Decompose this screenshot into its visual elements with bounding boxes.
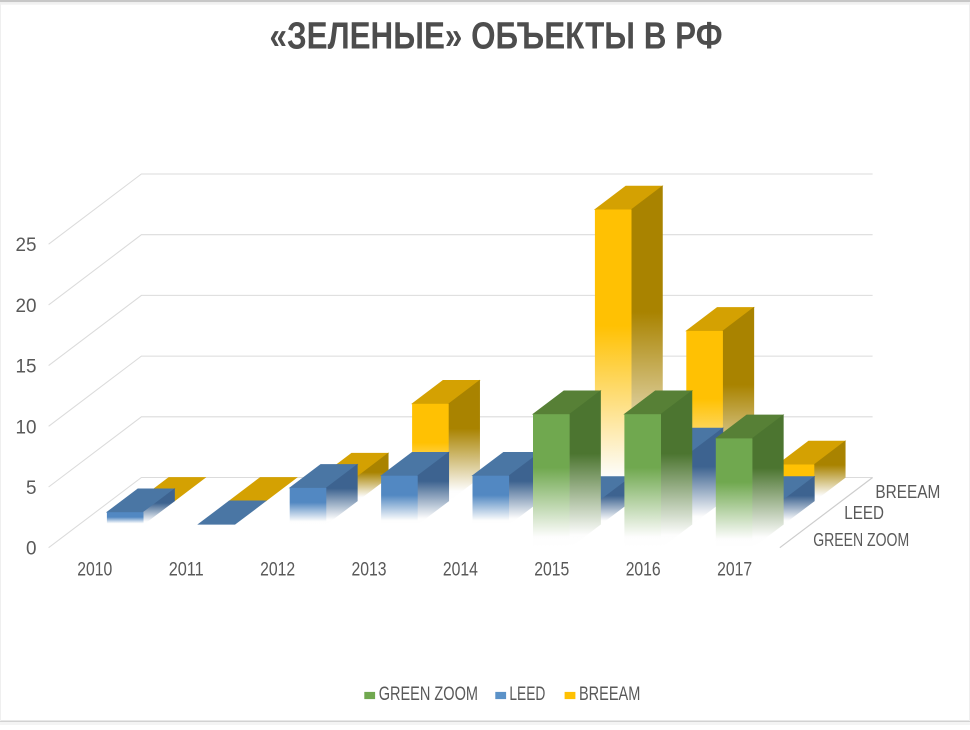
svg-text:2011: 2011 — [169, 560, 204, 581]
svg-text:LEED: LEED — [509, 683, 545, 705]
svg-text:15: 15 — [16, 357, 37, 378]
svg-text:GREEN ZOOM: GREEN ZOOM — [379, 683, 478, 705]
svg-text:BREEAM: BREEAM — [579, 683, 640, 705]
svg-text:«ЗЕЛЕНЫЕ» ОБЪЕКТЫ В РФ: «ЗЕЛЕНЫЕ» ОБЪЕКТЫ В РФ — [270, 16, 723, 58]
svg-text:25: 25 — [16, 235, 37, 256]
svg-text:GREEN ZOOM: GREEN ZOOM — [813, 530, 909, 550]
svg-text:20: 20 — [16, 296, 37, 317]
svg-text:2014: 2014 — [443, 560, 478, 581]
svg-text:2015: 2015 — [534, 560, 569, 581]
svg-text:BREEAM: BREEAM — [875, 482, 940, 502]
svg-text:2013: 2013 — [352, 560, 387, 581]
svg-text:LEED: LEED — [844, 503, 884, 523]
svg-text:5: 5 — [26, 478, 37, 499]
svg-text:2012: 2012 — [260, 560, 295, 581]
svg-text:2010: 2010 — [77, 560, 112, 581]
svg-text:10: 10 — [16, 417, 37, 438]
svg-text:2017: 2017 — [717, 560, 752, 581]
svg-text:2016: 2016 — [626, 560, 661, 581]
svg-text:0: 0 — [26, 539, 37, 560]
